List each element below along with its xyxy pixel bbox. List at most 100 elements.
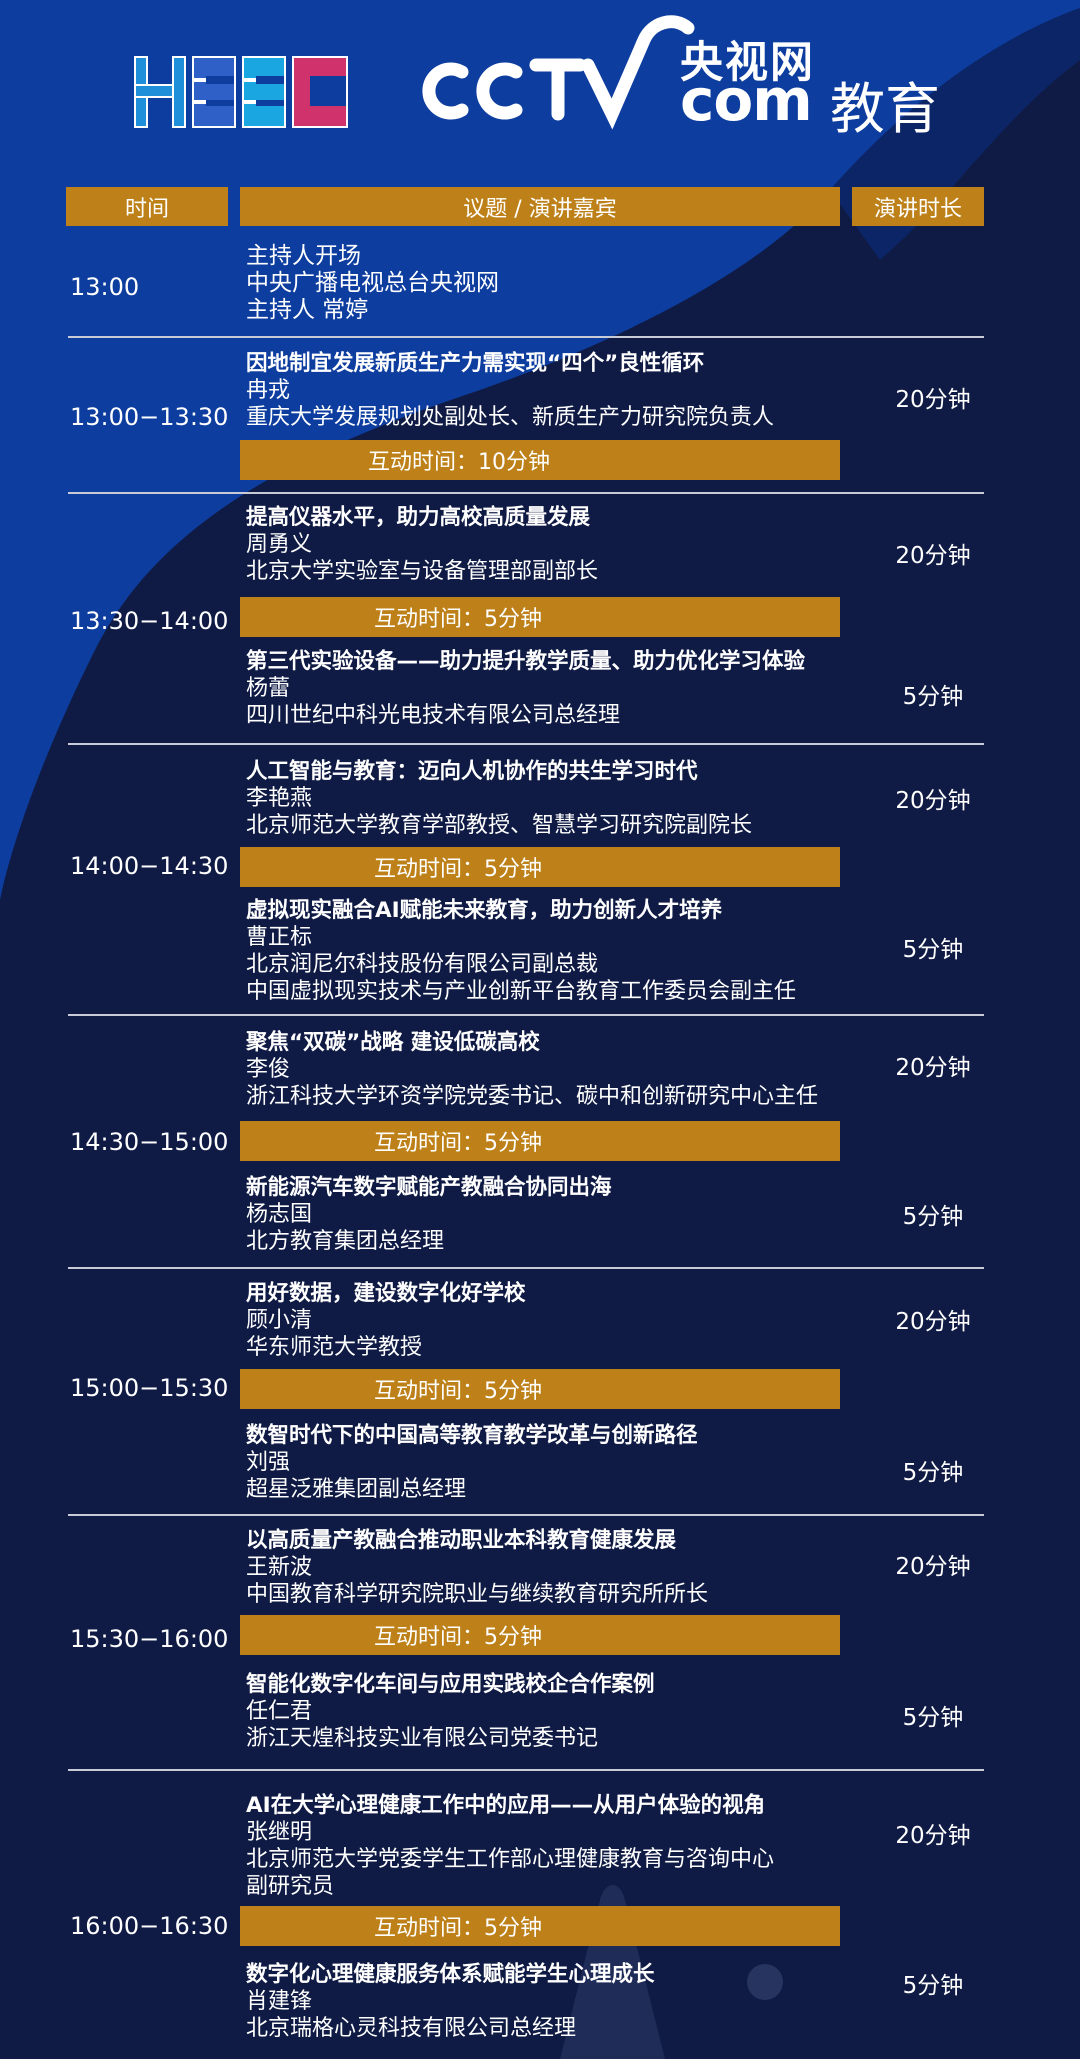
- speaker-name: 刘强: [246, 1450, 291, 1475]
- speaker-affiliation: 北京师范大学教育学部教授、智慧学习研究院副院长: [246, 813, 753, 838]
- opening-line-presenter: 主持人 常婷: [246, 297, 369, 323]
- talk-title: 因地制宜发展新质生产力需实现“四个”良性循环: [246, 351, 705, 376]
- heec-logo: [134, 56, 348, 128]
- speaker-affiliation: 北京瑞格心灵科技有限公司总经理: [246, 2016, 577, 2041]
- talk-block: 数字化心理健康服务体系赋能学生心理成长 肖建锋 北京瑞格心灵科技有限公司总经理: [246, 1961, 876, 2042]
- row-separator: [68, 1769, 984, 1771]
- speaker-name: 李俊: [246, 1057, 291, 1082]
- talk-duration: 20分钟: [895, 543, 971, 569]
- cctv-com-text: com: [680, 66, 813, 134]
- talk-title: 数智时代下的中国高等教育教学改革与创新路径: [246, 1423, 698, 1448]
- talk-duration: 5分钟: [902, 1973, 964, 1999]
- opening-line-org: 中央广播电视总台央视网: [246, 270, 499, 296]
- talk-block: 聚焦“双碳”战略 建设低碳高校 李俊 浙江科技大学环资学院党委书记、碳中和创新研…: [246, 1029, 876, 1110]
- speaker-affiliation: 四川世纪中科光电技术有限公司总经理: [246, 703, 621, 728]
- speaker-name: 顾小清: [246, 1308, 313, 1333]
- header-time: 时间: [66, 187, 228, 226]
- talk-title: 聚焦“双碳”战略 建设低碳高校: [246, 1030, 540, 1055]
- session-time: 13:30−14:00: [70, 607, 229, 635]
- speaker-name: 王新波: [246, 1555, 313, 1580]
- interaction-bar: 互动时间：5分钟: [240, 1121, 840, 1161]
- talk-block: 数智时代下的中国高等教育教学改革与创新路径 刘强 超星泛雅集团副总经理: [246, 1422, 876, 1503]
- speaker-name: 李艳燕: [246, 786, 313, 811]
- interaction-bar: 互动时间：5分钟: [240, 1615, 840, 1655]
- speaker-name: 杨蕾: [246, 676, 291, 701]
- row-separator: [68, 1514, 984, 1516]
- talk-duration: 5分钟: [902, 937, 964, 963]
- talk-block: 因地制宜发展新质生产力需实现“四个”良性循环 冉戎 重庆大学发展规划处副处长、新…: [246, 350, 876, 431]
- talk-title: 新能源汽车数字赋能产教融合协同出海: [246, 1175, 612, 1200]
- interaction-bar: 互动时间：10分钟: [240, 440, 840, 480]
- speaker-name: 任仁君: [246, 1699, 313, 1724]
- speaker-affiliation: 北京润尼尔科技股份有限公司副总裁: [246, 952, 599, 977]
- talk-block: 第三代实验设备——助力提升教学质量、助力优化学习体验 杨蕾 四川世纪中科光电技术…: [246, 648, 876, 729]
- cctv-chinese-name: 央视网: [680, 38, 815, 88]
- speaker-name: 周勇义: [246, 532, 313, 557]
- header-topic: 议题 / 演讲嘉宾: [240, 187, 840, 226]
- interaction-bar: 互动时间：5分钟: [240, 1369, 840, 1409]
- talk-duration: 20分钟: [895, 1309, 971, 1335]
- speaker-affiliation-2: 中国虚拟现实技术与产业创新平台教育工作委员会副主任: [246, 979, 797, 1004]
- speaker-name: 张继明: [246, 1820, 313, 1845]
- speaker-affiliation: 浙江科技大学环资学院党委书记、碳中和创新研究中心主任: [246, 1084, 819, 1109]
- talk-duration: 5分钟: [902, 1705, 964, 1731]
- interaction-bar: 互动时间：5分钟: [240, 847, 840, 887]
- speaker-name: 肖建锋: [246, 1989, 313, 2014]
- session-time: 15:30−16:00: [70, 1625, 229, 1653]
- speaker-affiliation: 北京师范大学党委学生工作部心理健康教育与咨询中心: [246, 1847, 775, 1872]
- talk-duration: 20分钟: [895, 1823, 971, 1849]
- talk-block: 虚拟现实融合AI赋能未来教育，助力创新人才培养 曹正标 北京润尼尔科技股份有限公…: [246, 897, 876, 1005]
- opening-time: 13:00: [70, 273, 140, 301]
- talk-title: 以高质量产教融合推动职业本科教育健康发展: [246, 1528, 677, 1553]
- speaker-affiliation: 华东师范大学教授: [246, 1335, 423, 1360]
- row-separator: [68, 1267, 984, 1269]
- row-separator: [68, 492, 984, 494]
- talk-title: 数字化心理健康服务体系赋能学生心理成长: [246, 1962, 655, 1987]
- talk-block: 用好数据，建设数字化好学校 顾小清 华东师范大学教授: [246, 1280, 876, 1361]
- talk-block: 以高质量产教融合推动职业本科教育健康发展 王新波 中国教育科学研究院职业与继续教…: [246, 1527, 876, 1608]
- talk-title: 智能化数字化车间与应用实践校企合作案例: [246, 1672, 655, 1697]
- talk-block: 提高仪器水平，助力高校高质量发展 周勇义 北京大学实验室与设备管理部副部长: [246, 504, 876, 585]
- session-time: 14:30−15:00: [70, 1128, 229, 1156]
- speaker-affiliation: 中国教育科学研究院职业与继续教育研究所所长: [246, 1582, 709, 1607]
- speaker-affiliation: 超星泛雅集团副总经理: [246, 1477, 467, 1502]
- speaker-name: 曹正标: [246, 925, 313, 950]
- talk-title: 虚拟现实融合AI赋能未来教育，助力创新人才培养: [246, 898, 723, 923]
- talk-block: 人工智能与教育：迈向人机协作的共生学习时代 李艳燕 北京师范大学教育学部教授、智…: [246, 758, 876, 839]
- talk-duration: 20分钟: [895, 1554, 971, 1580]
- row-separator: [68, 1014, 984, 1016]
- talk-title: 用好数据，建设数字化好学校: [246, 1281, 526, 1306]
- talk-duration: 20分钟: [895, 788, 971, 814]
- speaker-affiliation-2: 副研究员: [246, 1874, 335, 1899]
- talk-duration: 20分钟: [895, 1055, 971, 1081]
- opening-line-host: 主持人开场: [246, 243, 361, 269]
- session-time: 13:00−13:30: [70, 403, 229, 431]
- talk-duration: 5分钟: [902, 684, 964, 710]
- talk-title: 人工智能与教育：迈向人机协作的共生学习时代: [246, 759, 698, 784]
- talk-block: AI在大学心理健康工作中的应用——从用户体验的视角 张继明 北京师范大学党委学生…: [246, 1792, 876, 1900]
- talk-block: 新能源汽车数字赋能产教融合协同出海 杨志国 北方教育集团总经理: [246, 1174, 876, 1255]
- session-time: 16:00−16:30: [70, 1912, 229, 1940]
- speaker-affiliation: 浙江天煌科技实业有限公司党委书记: [246, 1726, 599, 1751]
- speaker-affiliation: 重庆大学发展规划处副处长、新质生产力研究院负责人: [246, 405, 775, 430]
- talk-title: 第三代实验设备——助力提升教学质量、助力优化学习体验: [246, 649, 806, 674]
- cctv-logo: [422, 15, 695, 130]
- cctv-education-text: 教育: [830, 77, 941, 141]
- session-time: 15:00−15:30: [70, 1374, 229, 1402]
- session-time: 14:00−14:30: [70, 852, 229, 880]
- speaker-name: 杨志国: [246, 1202, 313, 1227]
- interaction-bar: 互动时间：5分钟: [240, 597, 840, 637]
- talk-duration: 5分钟: [902, 1460, 964, 1486]
- header-duration: 演讲时长: [852, 187, 984, 226]
- row-separator: [68, 743, 984, 745]
- talk-block: 智能化数字化车间与应用实践校企合作案例 任仁君 浙江天煌科技实业有限公司党委书记: [246, 1671, 876, 1752]
- interaction-bar: 互动时间：5分钟: [240, 1906, 840, 1946]
- talk-duration: 20分钟: [895, 387, 971, 413]
- talk-title: AI在大学心理健康工作中的应用——从用户体验的视角: [246, 1793, 766, 1818]
- talk-title: 提高仪器水平，助力高校高质量发展: [246, 505, 591, 530]
- talk-duration: 5分钟: [902, 1204, 964, 1230]
- row-separator: [68, 336, 984, 338]
- speaker-affiliation: 北方教育集团总经理: [246, 1229, 445, 1254]
- speaker-name: 冉戎: [246, 378, 291, 403]
- speaker-affiliation: 北京大学实验室与设备管理部副部长: [246, 559, 599, 584]
